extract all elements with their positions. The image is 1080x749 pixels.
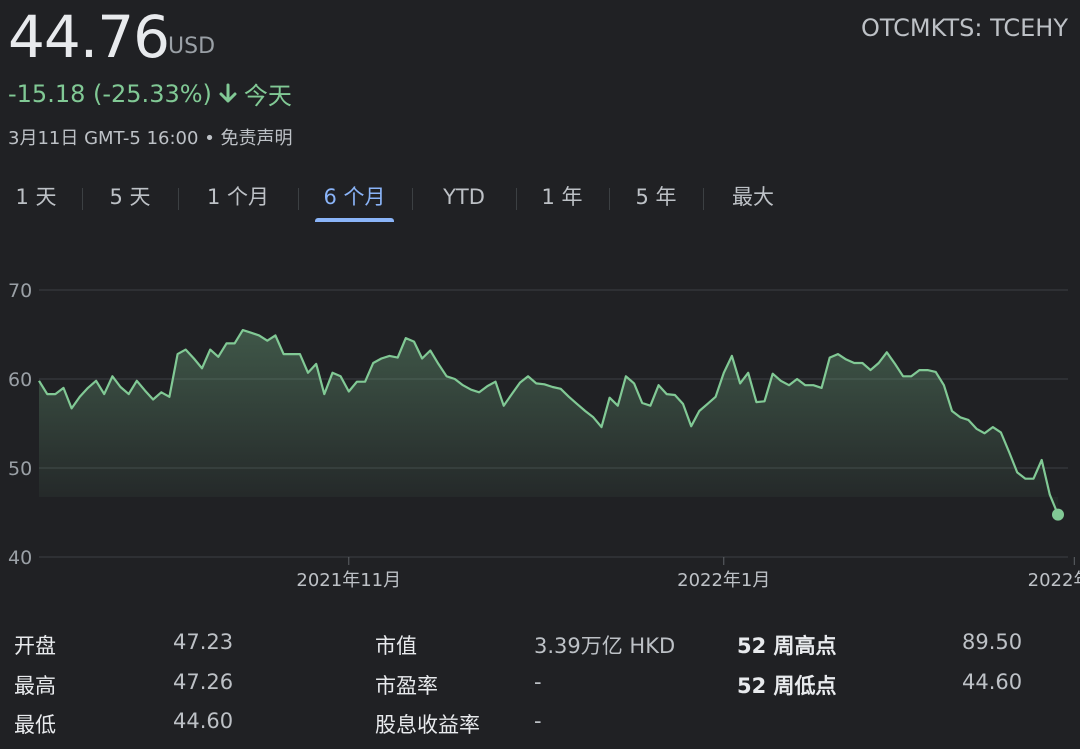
last-price-point [1052,508,1064,521]
x-tick-label: 2022年1月 [677,570,770,591]
ticker-symbol: OTCMKTS: TCEHY [861,14,1068,42]
quote-timestamp: 3月11日 GMT-5 16:00 [8,128,199,149]
quote-meta: 3月11日 GMT-5 16:00 • 免责声明 [8,124,293,150]
tab-1m[interactable]: 1 个月 [206,185,270,209]
y-axis-labels: 70 60 50 40 [8,280,32,569]
stat-pe-value: - [534,670,542,694]
stat-open-label: 开盘 [14,634,56,658]
stat-low-label: 最低 [14,713,56,737]
price-area-fill [39,330,1058,515]
stat-high-label: 最高 [14,674,56,698]
tab-1d[interactable]: 1 天 [15,185,57,209]
y-tick-label: 60 [8,369,32,391]
range-tabs: 1 天 5 天 1 个月 6 个月 YTD 1 年 5 年 最大 [0,176,800,222]
tab-max[interactable]: 最大 [732,185,774,209]
stat-high-value: 47.26 [173,670,234,694]
stat-52w-low-label: 52 周低点 [737,674,837,698]
x-tick-label: 2022年3月 [1028,570,1080,591]
tab-divider [703,188,704,210]
tab-divider [609,188,610,210]
stat-low-value: 44.60 [173,709,234,733]
tab-5d[interactable]: 5 天 [109,185,151,209]
meta-separator: • [204,128,221,149]
price-change: -15.18 (-25.33%) 今天 [8,76,292,111]
tab-divider [178,188,179,210]
tab-ytd[interactable]: YTD [443,185,485,209]
tab-divider [412,188,413,210]
current-price: 44.76 [8,3,170,71]
change-period: 今天 [243,82,292,110]
tab-divider [516,188,517,210]
stat-marketcap-value: 3.39万亿 HKD [534,634,676,658]
currency-label: USD [168,34,216,59]
stat-dividend-value: - [534,709,542,733]
y-tick-label: 40 [8,547,32,569]
tab-divider [298,188,299,210]
price-chart[interactable]: 70 60 50 40 2021年11月 2022年1月 2022年3月 [0,270,1080,600]
tab-divider [82,188,83,210]
stat-52w-high-value: 89.50 [962,630,1023,654]
tab-6m[interactable]: 6 个月 [315,176,394,222]
x-axis: 2021年11月 2022年1月 2022年3月 [296,557,1080,591]
stat-52w-low-value: 44.60 [962,670,1023,694]
price-line [38,329,1060,516]
tab-5y[interactable]: 5 年 [635,185,677,209]
key-stats: 开盘 47.23 最高 47.26 最低 44.60 市值 3.39万亿 HKD… [0,622,1080,742]
y-tick-label: 50 [8,458,32,480]
x-tick-label: 2021年11月 [296,570,401,591]
disclaimer-link[interactable]: 免责声明 [220,128,293,149]
stat-open-value: 47.23 [173,630,234,654]
stat-dividend-label: 股息收益率 [375,713,480,737]
price-change-value: -15.18 (-25.33%) [8,79,212,108]
y-tick-label: 70 [8,280,32,302]
stat-marketcap-label: 市值 [375,634,417,658]
stat-52w-high-label: 52 周高点 [737,634,837,658]
arrow-down-icon [218,82,238,106]
tab-1y[interactable]: 1 年 [541,185,583,209]
stat-pe-label: 市盈率 [375,674,438,698]
